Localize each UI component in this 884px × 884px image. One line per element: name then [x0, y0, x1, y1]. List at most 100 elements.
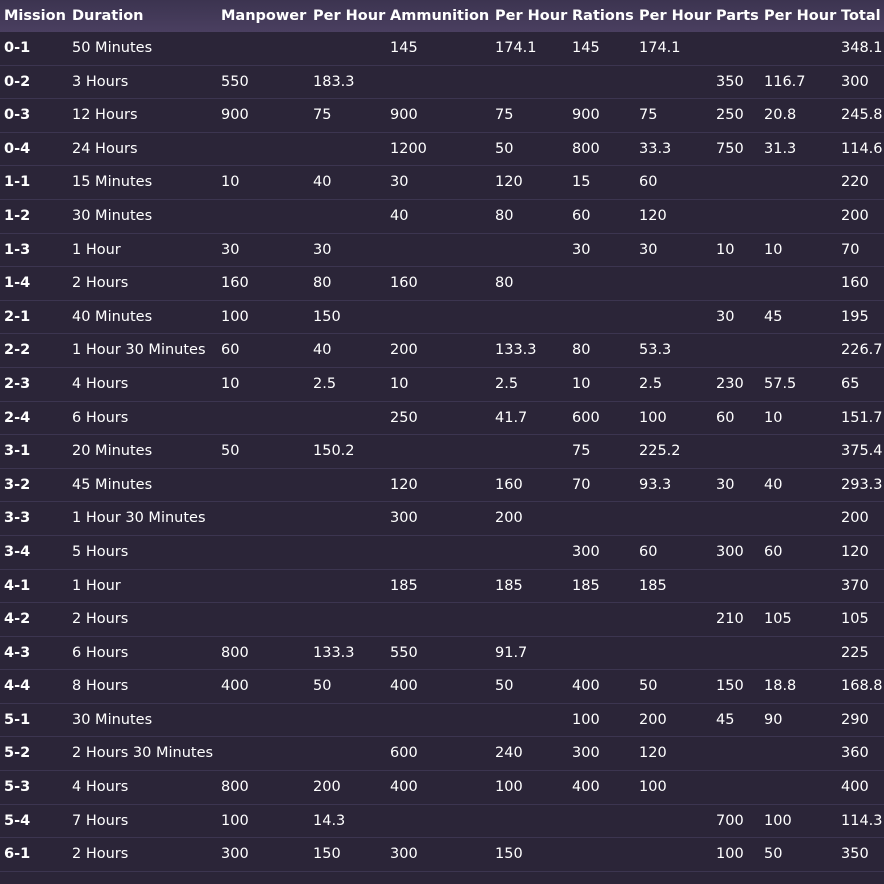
- cell-mission: 4-4: [4, 678, 31, 695]
- cell-rations-per-hour: 200: [639, 711, 667, 728]
- cell-total: 370: [841, 577, 869, 594]
- cell-parts: 250: [716, 107, 744, 124]
- cell-parts: 210: [716, 611, 744, 628]
- cell-duration: 40 Minutes: [72, 308, 153, 325]
- cell-duration: 30 Minutes: [72, 207, 153, 224]
- cell-ammunition: 400: [390, 678, 418, 695]
- table-row: 0-4 24 Hours 1200 50 800 33.3 750 31.3 114.6: [0, 133, 884, 167]
- table-row: 5-1 30 Minutes 100 200 45 90 290: [0, 704, 884, 738]
- cell-ammunition: 300: [390, 846, 418, 863]
- cell-duration: 6 Hours: [72, 644, 129, 661]
- cell-rations: 300: [572, 543, 600, 560]
- cell-rations: 60: [572, 207, 591, 224]
- column-header-manpower-per-hour[interactable]: Per Hour: [313, 8, 386, 24]
- cell-parts-per-hour: 10: [764, 409, 783, 426]
- cell-ammunition: 40: [390, 207, 409, 224]
- cell-rations-per-hour: 120: [639, 207, 667, 224]
- cell-duration: 4 Hours: [72, 779, 129, 796]
- cell-rations-per-hour: 93.3: [639, 476, 672, 493]
- cell-total: 120: [841, 543, 869, 560]
- column-header-ammunition-per-hour[interactable]: Per Hour: [495, 8, 568, 24]
- cell-parts-per-hour: 45: [764, 308, 783, 325]
- cell-parts-per-hour: 31.3: [764, 140, 797, 157]
- cell-parts: 300: [716, 543, 744, 560]
- column-header-ammunition[interactable]: Ammunition: [390, 8, 490, 24]
- cell-ammunition: 900: [390, 107, 418, 124]
- cell-duration: 50 Minutes: [72, 40, 153, 56]
- cell-ammunition: 1200: [390, 140, 427, 157]
- column-header-rations[interactable]: Rations: [572, 8, 634, 24]
- cell-total: 200: [841, 207, 869, 224]
- cell-ammunition-per-hour: 200: [495, 510, 523, 527]
- cell-rations: 70: [572, 476, 591, 493]
- cell-rations-per-hour: 185: [639, 577, 667, 594]
- cell-total: 290: [841, 711, 869, 728]
- column-header-parts-per-hour[interactable]: Per Hour: [764, 8, 837, 24]
- table-row: 5-2 2 Hours 30 Minutes 600 240 300 120 360: [0, 737, 884, 772]
- cell-rations: 80: [572, 342, 591, 359]
- table-row: 4-3 6 Hours 800 133.3 550 91.7 225: [0, 637, 884, 671]
- cell-ammunition: 10: [390, 375, 409, 392]
- table-row: 4-2 2 Hours 210 105 105: [0, 603, 884, 637]
- cell-manpower-per-hour: 40: [313, 342, 332, 359]
- cell-ammunition-per-hour: 100: [495, 779, 523, 796]
- cell-manpower-per-hour: 50: [313, 678, 332, 695]
- cell-manpower: 10: [221, 375, 240, 392]
- cell-duration: 24 Hours: [72, 140, 138, 157]
- cell-rations-per-hour: 75: [639, 107, 658, 124]
- cell-duration: 2 Hours: [72, 611, 129, 628]
- cell-mission: 2-1: [4, 308, 31, 325]
- cell-ammunition-per-hour: 50: [495, 678, 514, 695]
- table-row: 4-1 1 Hour 185 185 185 185 370: [0, 570, 884, 604]
- cell-duration: 12 Hours: [72, 107, 138, 124]
- cell-duration: 8 Hours: [72, 678, 129, 695]
- cell-parts-per-hour: 40: [764, 476, 783, 493]
- cell-ammunition-per-hour: 150: [495, 846, 523, 863]
- cell-mission: 3-1: [4, 443, 31, 460]
- cell-mission: 1-4: [4, 275, 31, 292]
- column-header-parts[interactable]: Parts: [716, 8, 759, 24]
- column-header-mission[interactable]: Mission: [4, 8, 66, 24]
- table-row: 5-4 7 Hours 100 14.3 700 100 114.3: [0, 805, 884, 839]
- cell-rations: 100: [572, 711, 600, 728]
- cell-parts: 60: [716, 409, 735, 426]
- table-row: 5-3 4 Hours 800 200 400 100 400 100 400: [0, 771, 884, 805]
- cell-total: 200: [841, 510, 869, 527]
- cell-total: 245.8: [841, 107, 883, 124]
- cell-parts: 30: [716, 476, 735, 493]
- cell-mission: 6-1: [4, 846, 31, 863]
- cell-parts-per-hour: 57.5: [764, 375, 797, 392]
- cell-mission: 4-2: [4, 611, 31, 628]
- cell-rations-per-hour: 50: [639, 678, 658, 695]
- cell-ammunition: 250: [390, 409, 418, 426]
- cell-parts-per-hour: 60: [764, 543, 783, 560]
- cell-total: 300: [841, 73, 869, 90]
- cell-rations-per-hour: 30: [639, 241, 658, 258]
- cell-mission: 5-3: [4, 779, 31, 796]
- cell-manpower: 900: [221, 107, 249, 124]
- cell-duration: 7 Hours: [72, 812, 129, 829]
- cell-total: 375.4: [841, 443, 883, 460]
- cell-total: 293.3: [841, 476, 883, 493]
- cell-rations-per-hour: 100: [639, 409, 667, 426]
- cell-parts-per-hour: 50: [764, 846, 783, 863]
- cell-manpower: 50: [221, 443, 240, 460]
- cell-mission: 1-2: [4, 207, 31, 224]
- cell-parts-per-hour: 105: [764, 611, 792, 628]
- cell-mission: 4-3: [4, 644, 31, 661]
- cell-manpower: 800: [221, 779, 249, 796]
- cell-total: 360: [841, 745, 869, 762]
- cell-ammunition: 200: [390, 342, 418, 359]
- cell-total: 160: [841, 275, 869, 292]
- column-header-total[interactable]: Total: [841, 8, 881, 24]
- cell-parts: 45: [716, 711, 735, 728]
- cell-rations: 300: [572, 745, 600, 762]
- column-header-manpower[interactable]: Manpower: [221, 8, 307, 24]
- cell-duration: 1 Hour 30 Minutes: [72, 342, 206, 359]
- table-row: 2-2 1 Hour 30 Minutes 60 40 200 133.3 80 53.3 22…: [0, 334, 884, 368]
- column-header-rations-per-hour[interactable]: Per Hour: [639, 8, 712, 24]
- cell-ammunition: 550: [390, 644, 418, 661]
- column-header-duration[interactable]: Duration: [72, 8, 144, 24]
- cell-duration: 20 Minutes: [72, 443, 153, 460]
- cell-mission: 4-1: [4, 577, 31, 594]
